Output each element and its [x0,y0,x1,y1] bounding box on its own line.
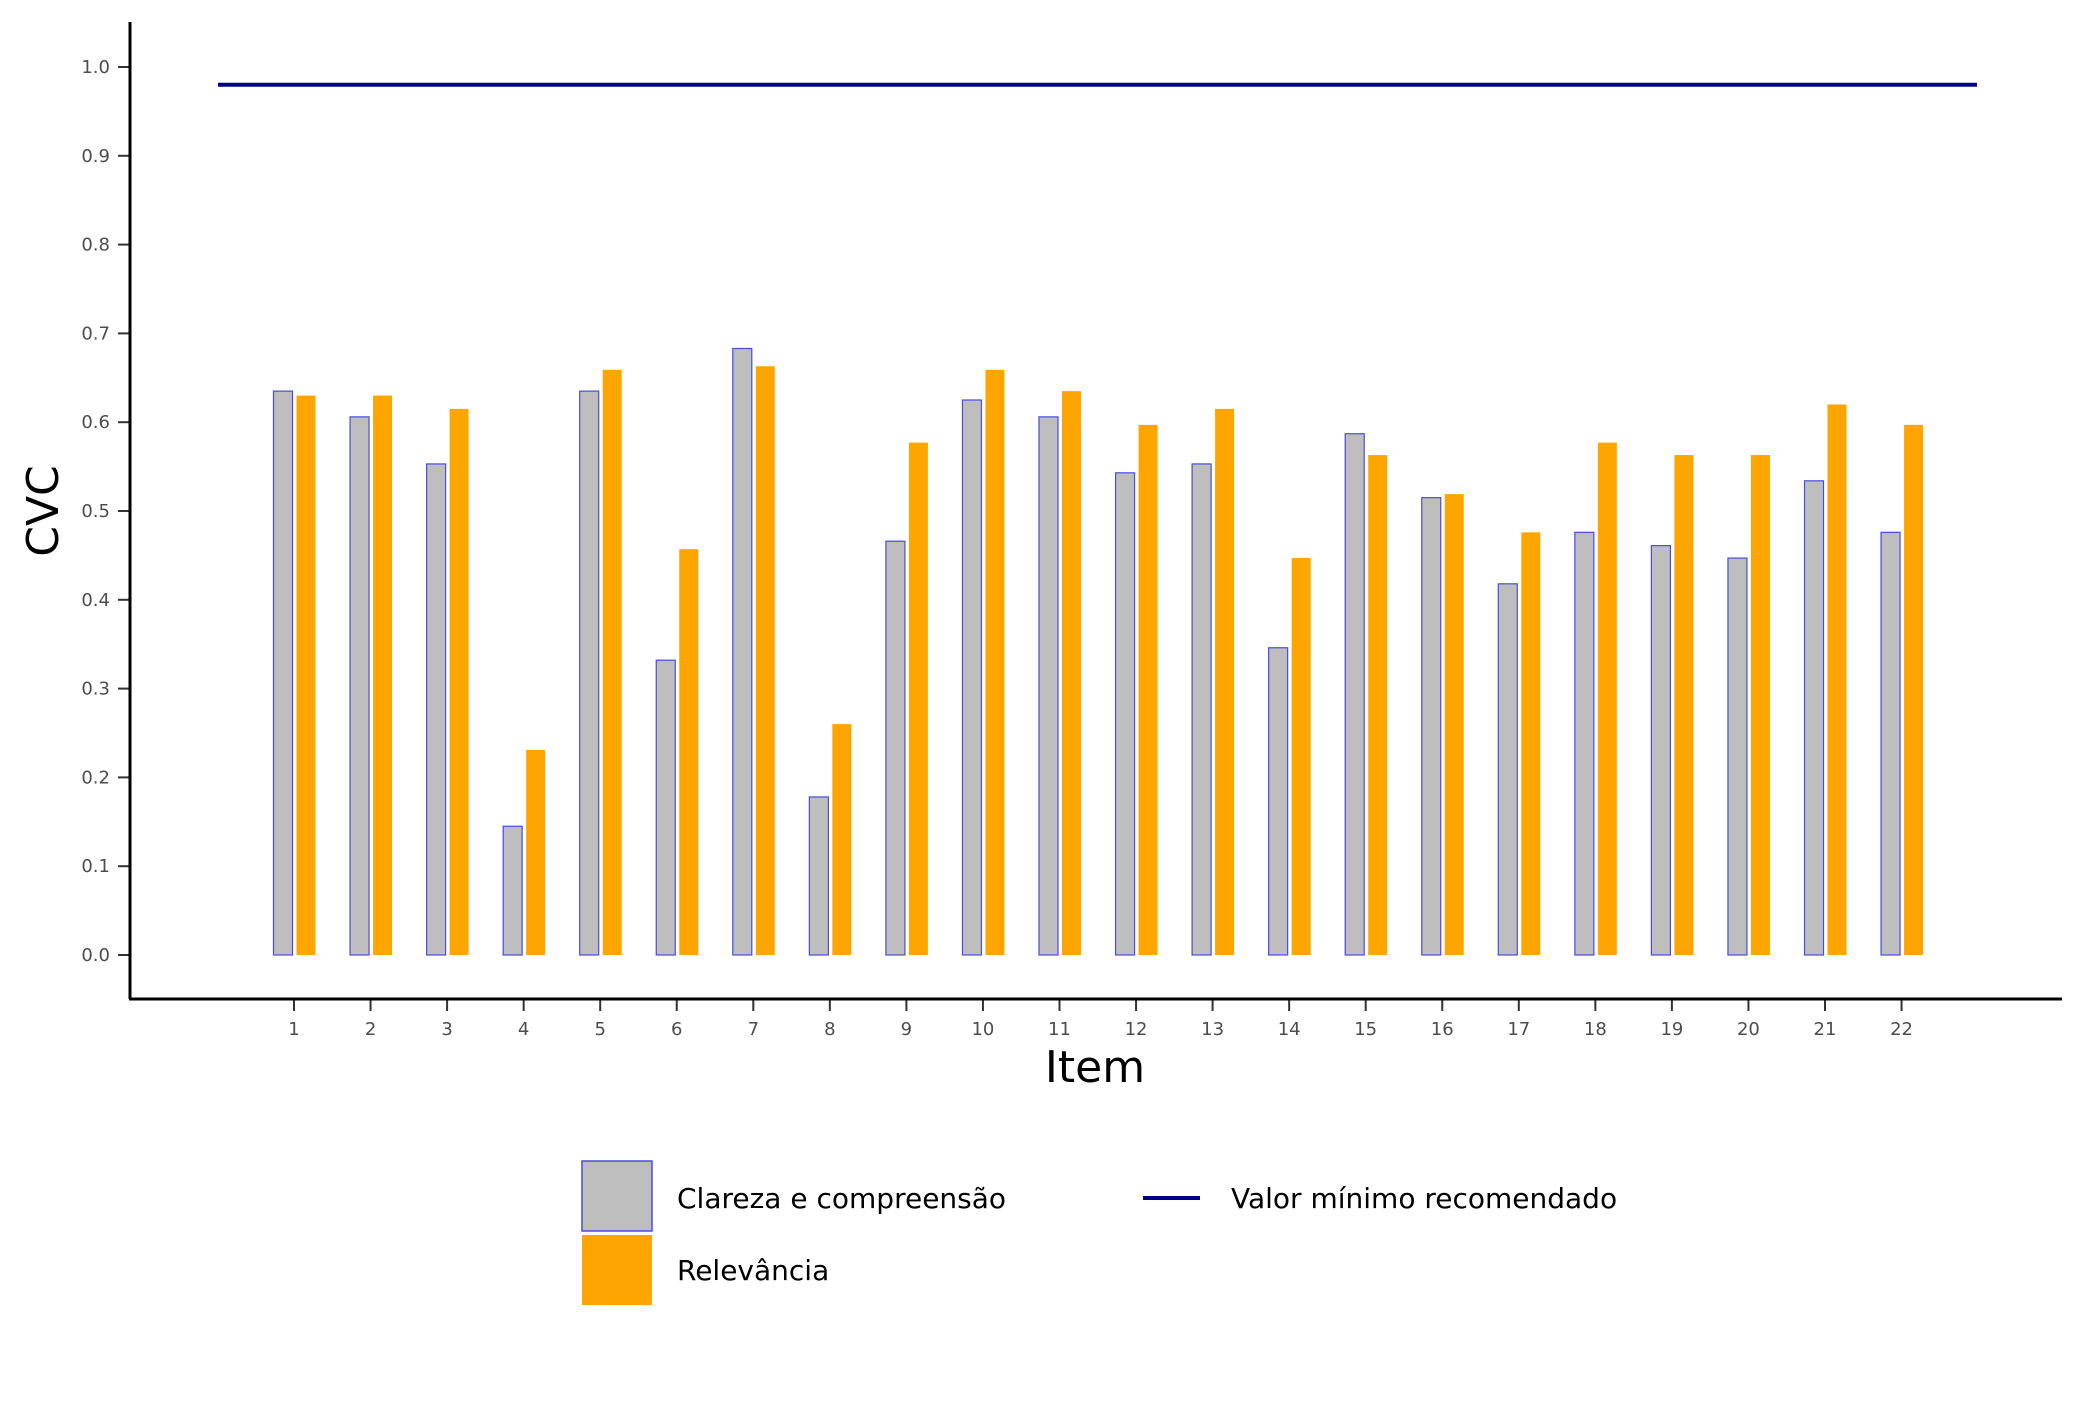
bar-clareza-item-7 [732,347,753,956]
x-tick-label: 20 [1737,1019,1760,1040]
y-tick-label: 0.0 [81,945,110,966]
bar-relevancia-item-19 [1674,455,1694,955]
bar-relevancia-item-20 [1750,455,1770,955]
y-tick-label: 0.2 [81,767,110,788]
bar-clareza-item-15 [1344,433,1365,956]
legend: Clareza e compreensão Relevância Valor m… [581,1160,1617,1305]
y-tick-label: 0.5 [81,501,110,522]
bar-clareza-item-12 [1114,472,1136,956]
bar-relevancia-item-22 [1904,424,1924,955]
y-axis-ticks: 0.0 0.1 0.2 0.3 0.4 0.5 0.6 0.7 0.8 0.9 1.0 [81,57,130,966]
bar-clareza-item-10 [961,399,983,956]
bar-relevancia-item-12 [1138,424,1158,955]
legend-swatch-clareza [581,1160,653,1232]
bar-clareza-item-17 [1497,583,1518,956]
x-tick-label: 8 [824,1019,835,1040]
bar-relevancia-item-17 [1521,532,1541,955]
bar-relevancia-item-14 [1291,558,1311,955]
x-tick-label: 18 [1584,1019,1607,1040]
x-tick-label: 21 [1814,1019,1837,1040]
x-tick-label: 17 [1507,1019,1530,1040]
y-tick-label: 0.4 [81,590,110,611]
bar-clareza-item-16 [1421,497,1442,956]
bar-relevancia-item-18 [1597,442,1617,955]
bar-clareza-item-3 [426,463,447,956]
y-tick-label: 0.6 [81,412,110,433]
y-tick-label: 0.3 [81,679,110,700]
x-tick-label: 11 [1048,1019,1071,1040]
x-tick-label: 3 [441,1019,452,1040]
bar-relevancia-item-2 [373,395,393,955]
x-tick-label: 22 [1890,1019,1913,1040]
y-tick-label: 0.9 [81,146,110,167]
bar-clareza-item-5 [579,390,600,956]
bar-relevancia-item-9 [908,442,928,955]
legend-label-reference: Valor mínimo recomendado [1231,1182,1617,1215]
x-tick-label: 7 [748,1019,759,1040]
x-axis-title: Item [1045,1042,1145,1093]
bars [272,347,1924,956]
bar-relevancia-item-5 [602,369,622,956]
y-tick-label: 1.0 [81,57,110,78]
x-tick-label: 1 [288,1019,299,1040]
x-tick-label: 4 [518,1019,529,1040]
bar-clareza-item-1 [272,390,294,956]
x-tick-label: 9 [901,1019,912,1040]
bar-relevancia-item-16 [1444,494,1464,955]
x-axis-ticks: 1 2 3 4 5 6 7 8 9 10 11 12 13 14 15 16 17 18 19 20 21 22 [288,999,1913,1040]
bar-clareza-item-13 [1191,463,1212,956]
x-tick-label: 14 [1278,1019,1301,1040]
bar-relevancia-item-8 [832,724,852,955]
bar-clareza-item-14 [1268,647,1289,956]
bar-clareza-item-22 [1880,531,1901,956]
x-tick-label: 19 [1660,1019,1683,1040]
x-tick-label: 13 [1201,1019,1224,1040]
bar-clareza-item-4 [502,825,523,956]
legend-swatch-relevancia [582,1235,652,1305]
x-tick-label: 5 [594,1019,605,1040]
legend-label-relevancia: Relevância [677,1254,829,1287]
bar-clareza-item-8 [808,796,829,956]
bar-relevancia-item-13 [1215,408,1235,955]
bar-clareza-item-9 [885,540,906,956]
bar-relevancia-item-15 [1368,455,1388,955]
bar-relevancia-item-6 [679,549,699,955]
x-tick-label: 16 [1431,1019,1454,1040]
x-tick-label: 12 [1125,1019,1148,1040]
x-tick-label: 15 [1354,1019,1377,1040]
bar-relevancia-item-4 [526,749,546,955]
bar-clareza-item-6 [655,659,676,956]
bar-relevancia-item-1 [296,395,316,955]
x-tick-label: 10 [971,1019,994,1040]
bar-clareza-item-11 [1038,416,1059,956]
bar-clareza-item-19 [1650,545,1672,956]
x-tick-label: 6 [671,1019,682,1040]
bar-relevancia-item-7 [755,366,775,956]
bar-clareza-item-21 [1803,480,1825,956]
bar-relevancia-item-10 [985,369,1005,956]
bar-clareza-item-20 [1727,557,1748,956]
bar-relevancia-item-21 [1827,404,1847,955]
y-tick-label: 0.1 [81,856,110,877]
bar-clareza-item-2 [349,416,370,956]
bar-relevancia-item-11 [1062,391,1081,955]
legend-label-clareza: Clareza e compreensão [677,1182,1006,1215]
x-tick-label: 2 [365,1019,376,1040]
y-tick-label: 0.8 [81,235,110,256]
bar-clareza-item-18 [1574,531,1595,956]
y-axis-title: CVC [18,465,69,557]
bar-relevancia-item-3 [449,408,469,955]
y-tick-label: 0.7 [81,323,110,344]
